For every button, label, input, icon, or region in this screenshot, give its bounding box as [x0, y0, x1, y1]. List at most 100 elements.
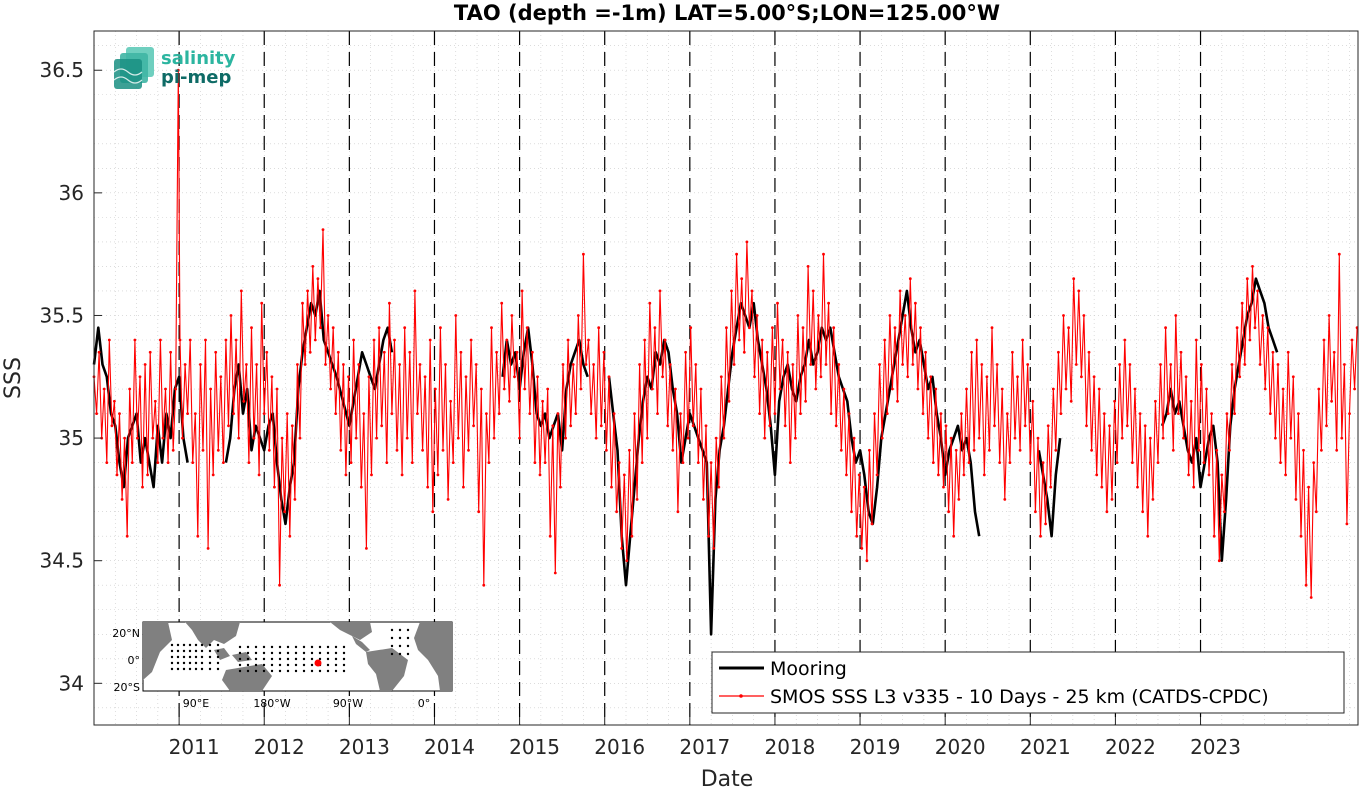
smos-point [842, 387, 846, 391]
y-tick-label: 34.5 [39, 549, 84, 573]
smos-point [1332, 350, 1336, 354]
smos-point [1299, 534, 1303, 538]
smos-point [531, 350, 534, 354]
smos-point [159, 338, 162, 342]
inset-array-dot [294, 669, 298, 673]
y-tick-label: 36.5 [39, 58, 84, 82]
inset-array-dot [254, 663, 258, 667]
inset-array-dot [182, 649, 186, 653]
inset-array-dot [188, 661, 192, 665]
smos-point [1330, 399, 1333, 403]
smos-point [696, 461, 700, 464]
smos-point [1353, 387, 1356, 391]
smos-point [421, 448, 424, 452]
inset-array-dot [342, 657, 346, 661]
y-tick-label: 36 [59, 181, 84, 205]
smos-point [656, 412, 659, 415]
smos-point [270, 375, 274, 379]
smos-point [643, 338, 647, 342]
smos-point [911, 363, 915, 366]
smos-point [105, 461, 109, 464]
smos-point [497, 412, 501, 415]
smos-point [597, 326, 601, 330]
inset-array-dot [318, 645, 322, 649]
smos-point [1074, 363, 1078, 366]
smos-point [1041, 461, 1045, 464]
smos-point [1217, 559, 1221, 563]
inset-array-dot [216, 661, 220, 665]
smos-point [403, 326, 407, 330]
inset-array-dot [200, 649, 204, 653]
smos-point [1220, 473, 1224, 477]
inset-array-dot [208, 643, 212, 647]
smos-point [398, 363, 401, 366]
smos-point [485, 412, 488, 415]
inset-array-dot [216, 649, 220, 653]
inset-array-dot [406, 628, 410, 632]
smos-point [321, 228, 325, 232]
smos-point [1233, 412, 1236, 415]
smos-point [658, 289, 662, 293]
y-axis-label: SSS [1, 357, 26, 399]
inset-array-dot [318, 657, 322, 661]
plot-frame [93, 30, 1359, 726]
x-tick-label: 2011 [169, 735, 220, 759]
smos-point [388, 301, 391, 305]
smos-point [1230, 363, 1234, 366]
smos-point [316, 277, 320, 281]
smos-point [143, 363, 147, 366]
smos-point [717, 485, 721, 489]
smos-point [1141, 510, 1145, 514]
smos-point [1049, 485, 1053, 489]
inset-array-dot [326, 645, 330, 649]
smos-point [1314, 510, 1318, 514]
x-tick-label: 2020 [935, 735, 986, 759]
smos-point [783, 424, 787, 428]
smos-point [201, 448, 205, 452]
smos-point [234, 338, 238, 342]
smos-point [755, 314, 759, 317]
smos-point [916, 387, 920, 391]
smos-point [505, 338, 509, 342]
smos-point [1154, 399, 1157, 403]
smos-point [113, 399, 116, 403]
smos-point [885, 412, 889, 415]
smos-point [426, 485, 430, 489]
smos-point [977, 436, 981, 440]
inset-array-dot [270, 657, 274, 661]
smos-point [311, 265, 315, 268]
x-axis-ticks: 2011 2012 2013 2014 2015 2016 2017 2018 2019 2020… [169, 717, 1241, 759]
inset-array-dot [334, 657, 338, 661]
smos-point [952, 534, 956, 538]
inset-array-dot [398, 644, 402, 648]
smos-point [385, 461, 389, 464]
smos-point [1161, 436, 1165, 440]
smos-point [536, 375, 539, 379]
inset-lat-label: 0° [128, 654, 141, 667]
inset-array-dot [182, 661, 186, 665]
smos-point [1008, 461, 1012, 464]
smos-point [908, 277, 912, 281]
smos-point [301, 301, 304, 305]
smos-point [262, 412, 266, 415]
smos-point [564, 436, 567, 440]
inset-array-dot [270, 645, 274, 649]
mooring-line [501, 326, 589, 452]
inset-array-dot [326, 669, 330, 673]
smos-point [781, 338, 784, 342]
mooring-line [224, 289, 394, 526]
x-tick-label: 2016 [594, 735, 645, 759]
inset-array-dot [310, 669, 314, 673]
smos-point [118, 412, 121, 415]
smos-point [1128, 363, 1132, 366]
smos-point [1248, 338, 1252, 342]
smos-point [123, 436, 126, 440]
inset-lon-label: 90°E [183, 697, 209, 710]
inset-array-dot [170, 661, 174, 665]
smos-point [1138, 412, 1142, 415]
smos-point [125, 534, 129, 538]
smos-point [1095, 473, 1099, 477]
smos-point [1289, 436, 1293, 440]
smos-point [939, 412, 943, 415]
smos-point [1200, 363, 1203, 366]
